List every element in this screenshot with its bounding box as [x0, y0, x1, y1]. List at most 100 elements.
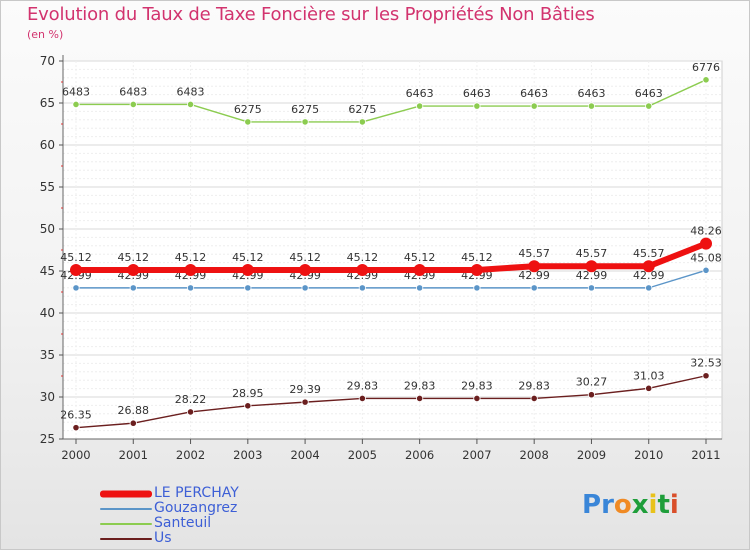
x-tick-label: 2005 — [348, 448, 377, 462]
proxiti-logo: Proxiti — [582, 490, 679, 520]
data-label: 45.12 — [175, 251, 207, 264]
data-point — [244, 284, 252, 292]
data-point — [129, 284, 137, 292]
data-point — [470, 263, 483, 276]
x-tick-label: 2008 — [520, 448, 549, 462]
legend-label: LE PERCHAY — [154, 485, 239, 501]
y-tick-label: 65 — [40, 96, 55, 110]
data-point — [587, 284, 596, 292]
logo-letter: t — [657, 490, 670, 520]
data-point — [530, 284, 538, 292]
data-label: 6275 — [291, 103, 319, 116]
data-label: 6463 — [463, 87, 491, 100]
data-label: 45.12 — [289, 251, 321, 264]
data-point — [416, 284, 424, 292]
data-point — [356, 263, 369, 276]
x-tick-label: 2006 — [405, 448, 434, 462]
data-point — [186, 408, 195, 416]
legend-swatch — [100, 490, 152, 497]
y-tick-label: 35 — [40, 348, 55, 362]
data-point — [72, 424, 80, 432]
logo-letter: x — [631, 490, 649, 520]
logo-letter: i — [648, 490, 658, 520]
data-label: 29.83 — [461, 379, 493, 392]
data-label: 6463 — [520, 87, 548, 100]
data-label: 6483 — [119, 85, 147, 98]
data-point — [645, 284, 653, 292]
data-label: 28.22 — [175, 393, 207, 406]
data-label: 6483 — [62, 85, 90, 98]
data-label: 6776 — [692, 61, 720, 74]
series-us: 26.35 26.88 28.22 28.95 29.39 29.83 29.83 29.83… — [60, 357, 722, 432]
data-label: 29.83 — [347, 379, 379, 392]
grid — [63, 60, 722, 440]
data-label: 48.26 — [690, 225, 722, 238]
data-label: 45.12 — [347, 251, 379, 264]
data-point — [702, 76, 710, 84]
data-point — [186, 284, 195, 292]
legend-swatch — [100, 522, 152, 525]
x-tick-label: 2011 — [691, 448, 720, 462]
legend-label: Santeuil — [154, 515, 212, 531]
data-point — [530, 102, 538, 110]
legend-swatch — [100, 507, 152, 510]
data-label: 45.57 — [518, 247, 550, 260]
data-label: 32.53 — [690, 357, 722, 370]
data-point — [358, 394, 366, 403]
data-point — [72, 100, 80, 109]
data-label: 6275 — [234, 103, 262, 116]
data-label: 6275 — [348, 103, 376, 116]
data-point — [473, 284, 481, 292]
series-line — [75, 375, 707, 429]
data-label: 45.57 — [633, 247, 665, 260]
chart-title: Evolution du Taux de Taxe Foncière sur l… — [27, 4, 595, 25]
logo-letter: P — [582, 490, 602, 520]
data-point — [700, 237, 712, 250]
logo-letter: r — [601, 490, 614, 520]
data-point — [244, 118, 252, 126]
data-label: 26.88 — [118, 404, 150, 417]
data-point — [587, 102, 596, 110]
data-point — [645, 384, 653, 392]
plot-area — [62, 60, 723, 440]
data-label: 45.57 — [576, 247, 608, 260]
data-label: 45.12 — [118, 251, 150, 264]
y-tick-label: 60 — [40, 138, 55, 152]
data-point — [301, 118, 309, 126]
x-tick-label: 2010 — [634, 448, 663, 462]
series-line — [76, 79, 707, 123]
data-point — [70, 263, 82, 276]
data-point — [642, 260, 655, 273]
x-tick-label: 2007 — [462, 448, 491, 462]
data-label: 26.35 — [60, 409, 92, 422]
x-tick-label: 2004 — [290, 448, 319, 462]
data-label: 45.12 — [232, 251, 264, 264]
data-point — [299, 263, 312, 276]
series-santeuil: 6483 6483 6483 6275 6275 6275 6463 6463 6463 6463… — [62, 61, 720, 126]
data-point — [702, 266, 710, 274]
data-label: 31.03 — [633, 369, 665, 382]
legend-swatch — [100, 537, 152, 540]
series-line — [76, 240, 708, 273]
data-point — [416, 102, 424, 110]
data-point — [72, 284, 80, 292]
data-point — [528, 260, 541, 273]
x-tick-label: 2003 — [233, 448, 262, 462]
data-label: 45.12 — [404, 251, 436, 264]
data-point — [301, 284, 309, 292]
x-tick-label: 2002 — [176, 448, 205, 462]
data-point — [129, 419, 137, 427]
data-label: 28.95 — [232, 387, 264, 400]
data-label: 29.39 — [289, 383, 321, 396]
data-label: 42.99 — [576, 269, 608, 282]
data-point — [127, 263, 140, 276]
series-le-perchay: 45.12 45.12 45.12 45.12 45.12 45.12 45.12 45.12… — [60, 225, 722, 276]
x-tick-label: 2009 — [577, 448, 606, 462]
data-label: 6463 — [635, 87, 663, 100]
data-label: 29.83 — [518, 379, 550, 392]
data-label: 45.12 — [60, 251, 92, 264]
data-label: 45.08 — [690, 251, 722, 264]
data-point — [416, 394, 424, 403]
data-point — [645, 102, 653, 110]
